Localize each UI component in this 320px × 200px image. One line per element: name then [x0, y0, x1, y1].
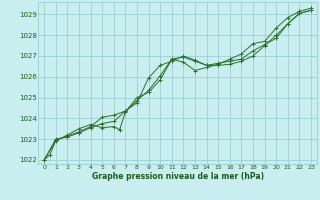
X-axis label: Graphe pression niveau de la mer (hPa): Graphe pression niveau de la mer (hPa) [92, 172, 264, 181]
